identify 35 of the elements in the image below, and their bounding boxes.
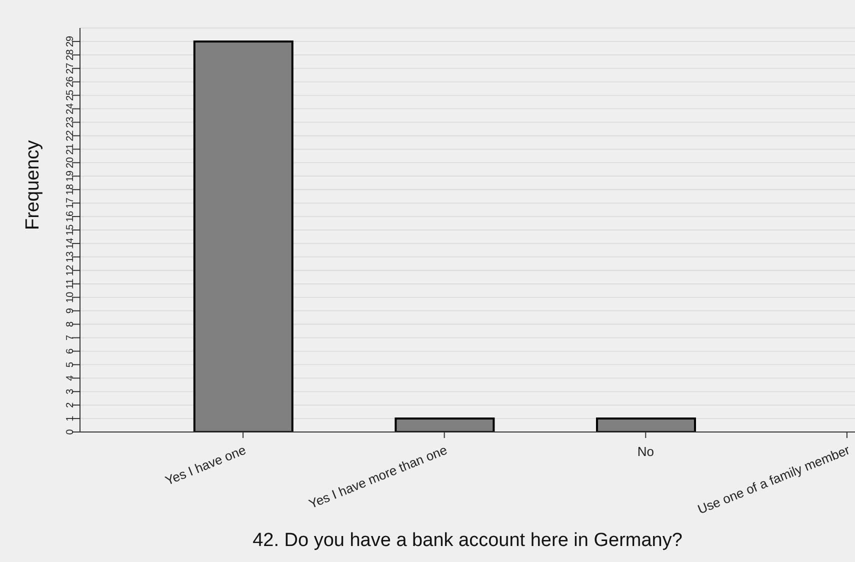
y-tick-label: 14 <box>65 237 76 250</box>
y-tick-label: 4 <box>65 374 76 381</box>
y-tick-label: 28 <box>65 48 76 60</box>
y-tick-label: 26 <box>65 76 76 88</box>
y-tick-label: 9 <box>65 308 76 314</box>
y-axis-title: Frequency <box>22 140 44 230</box>
y-tick-label: 12 <box>65 264 76 276</box>
y-tick-label: 6 <box>65 348 76 354</box>
y-tick-label: 7 <box>65 334 76 341</box>
y-tick-label: 27 <box>65 62 76 74</box>
y-tick-label: 11 <box>65 278 76 290</box>
y-tick-label: 15 <box>65 224 76 236</box>
y-tick-label: 1 <box>65 415 76 422</box>
y-tick-label: 0 <box>65 428 76 435</box>
y-tick-label: 29 <box>65 35 76 48</box>
y-tick-label: 25 <box>65 89 76 101</box>
x-tick-label: No <box>637 444 654 459</box>
x-axis-title: 42. Do you have a bank account here in Germany? <box>252 530 682 551</box>
y-tick-label: 19 <box>65 170 76 182</box>
y-tick-label: 21 <box>65 143 76 155</box>
y-tick-label: 23 <box>65 116 76 128</box>
y-tick-label: 5 <box>65 361 76 368</box>
y-tick-label: 18 <box>65 184 76 196</box>
y-tick-label: 8 <box>65 321 76 328</box>
y-tick-label: 10 <box>65 291 76 303</box>
x-tick-label: Yes I have one <box>162 442 248 488</box>
y-tick-label: 20 <box>65 156 76 168</box>
y-tick-label: 2 <box>65 402 76 408</box>
y-tick-label: 16 <box>65 210 76 222</box>
y-tick-label: 3 <box>65 388 76 394</box>
y-tick-label: 24 <box>65 102 76 114</box>
y-tick-label: 17 <box>65 197 76 209</box>
x-tick-label: Yes I have more than one <box>306 442 450 512</box>
y-tick-label: 22 <box>65 130 76 142</box>
y-tick-label: 13 <box>65 250 76 262</box>
